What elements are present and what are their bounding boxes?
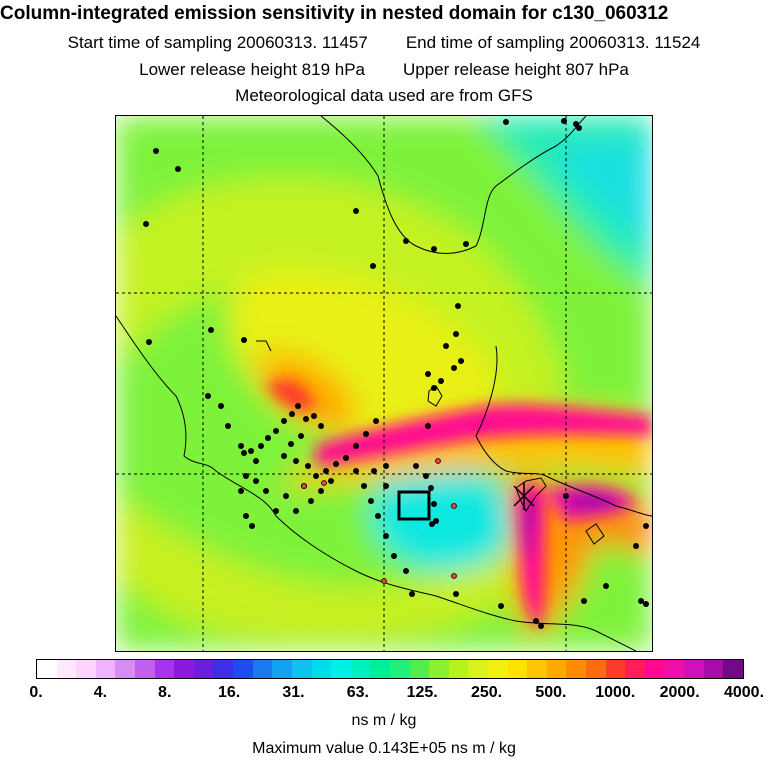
colorbar-swatch bbox=[174, 660, 194, 678]
colorbar-swatch bbox=[546, 660, 567, 678]
colorbar-swatch bbox=[233, 660, 253, 678]
colorbar-swatch bbox=[252, 660, 273, 678]
colorbar-swatch bbox=[586, 660, 606, 678]
colorbar-tick-labels: 0. 4. 8. 16. 31. 63. 125. 250. 500. 1000. 2000. 400… bbox=[0, 684, 768, 704]
colorbar-swatch bbox=[468, 660, 489, 678]
colorbar-swatch bbox=[429, 660, 449, 678]
colorbar-tick-label: 63. bbox=[346, 684, 369, 701]
colorbar-units: ns m / kg bbox=[351, 712, 417, 729]
start-time: Start time of sampling 20060313. 11457 bbox=[67, 33, 368, 52]
colorbar-swatch bbox=[193, 660, 214, 678]
colorbar-swatch bbox=[664, 660, 685, 678]
receptor-box bbox=[397, 490, 431, 521]
colorbar-swatch bbox=[409, 660, 430, 678]
upper-release-height: Upper release height 807 hPa bbox=[403, 60, 629, 79]
release-heights: Lower release height 819 hPa Upper releas… bbox=[0, 60, 768, 80]
colorbar-swatch bbox=[291, 660, 312, 678]
colorbar-swatch bbox=[684, 660, 704, 678]
lat-lon-grid bbox=[116, 116, 652, 651]
colorbar-swatch bbox=[370, 660, 390, 678]
colorbar-swatch bbox=[350, 660, 371, 678]
sampling-times: Start time of sampling 20060313. 11457 En… bbox=[0, 33, 768, 53]
colorbar-swatch bbox=[154, 660, 175, 678]
lower-release-height: Lower release height 819 hPa bbox=[139, 60, 365, 79]
colorbar-tick-label: 4. bbox=[93, 684, 108, 701]
met-data-source: Meteorological data used are from GFS bbox=[235, 86, 533, 105]
colorbar-swatch bbox=[135, 660, 155, 678]
colorbar-swatch bbox=[56, 660, 77, 678]
colorbar-tick-label: 250. bbox=[470, 684, 503, 701]
colorbar-swatch bbox=[703, 660, 724, 678]
map-title: Column-integrated emission sensitivity i… bbox=[0, 3, 669, 24]
colorbar-swatch bbox=[213, 660, 234, 678]
colorbar-swatch bbox=[644, 660, 665, 678]
colorbar-swatch bbox=[76, 660, 96, 678]
colorbar-tick-label: 1000. bbox=[595, 684, 636, 701]
colorbar-swatch bbox=[566, 660, 587, 678]
colorbar-tick-label: 4000. bbox=[723, 684, 765, 701]
colorbar-tick-label: 2000. bbox=[659, 684, 700, 701]
colorbar-swatch bbox=[527, 660, 547, 678]
maximum-value: Maximum value 0.143E+05 ns m / kg bbox=[252, 740, 516, 757]
sensitivity-map bbox=[115, 115, 653, 652]
colorbar bbox=[36, 659, 744, 679]
colorbar-swatch bbox=[115, 660, 136, 678]
colorbar-tick-label: 16. bbox=[217, 684, 241, 701]
colorbar-swatch bbox=[272, 660, 292, 678]
colorbar-tick-label: 31. bbox=[282, 684, 305, 701]
colorbar-swatch bbox=[507, 660, 528, 678]
colorbar-tick-label: 0. bbox=[29, 684, 43, 701]
colorbar-swatch bbox=[488, 660, 508, 678]
colorbar-swatch bbox=[95, 660, 116, 678]
highlighted-points bbox=[301, 458, 457, 584]
colorbar-swatch bbox=[625, 660, 645, 678]
colorbar-swatch bbox=[723, 660, 743, 678]
colorbar-swatch bbox=[311, 660, 332, 678]
colorbar-tick-label: 500. bbox=[535, 684, 567, 701]
colorbar-swatch bbox=[389, 660, 410, 678]
colorbar-swatch bbox=[448, 660, 469, 678]
end-time: End time of sampling 20060313. 11524 bbox=[405, 33, 701, 52]
colorbar-swatch bbox=[37, 660, 57, 678]
colorbar-tick-label: 8. bbox=[158, 684, 172, 701]
colorbar-tick-label: 125. bbox=[406, 684, 438, 701]
release-marker bbox=[513, 482, 535, 510]
colorbar-swatch bbox=[605, 660, 626, 678]
colorbar-swatch bbox=[331, 660, 351, 678]
